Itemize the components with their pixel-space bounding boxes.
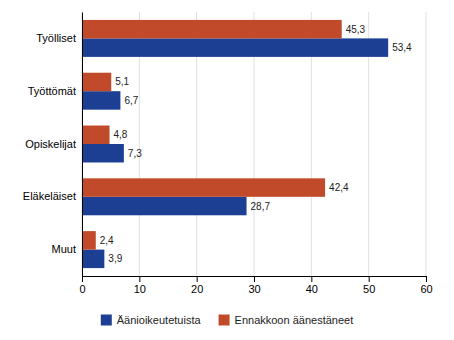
data-label: 42,4 (329, 182, 349, 193)
bar (82, 178, 325, 196)
x-tick-label: 10 (134, 283, 146, 295)
y-tick: Eläkeläiset (23, 190, 76, 202)
x-tick-label: 30 (248, 283, 260, 295)
bar (82, 144, 124, 162)
x-axis: 0 10 20 30 40 50 60 (79, 276, 432, 295)
x-tick: 0 (79, 276, 85, 295)
data-label: 6,7 (124, 95, 138, 106)
y-tick: Muut (52, 243, 76, 255)
x-axis-line (83, 277, 427, 283)
bar (82, 231, 96, 249)
x-tick: 30 (248, 276, 260, 295)
data-label: 4,8 (114, 129, 128, 140)
data-labels: 53,4 6,7 7,3 28,7 3,9 45,3 5,1 4,8 42,4 2,4 (100, 24, 412, 265)
chart-container: 53,4 6,7 7,3 28,7 3,9 45,3 5,1 4,8 42,4 2,4 0 10 20 3… (0, 0, 454, 340)
bar (82, 38, 388, 56)
plot: 53,4 6,7 7,3 28,7 3,9 45,3 5,1 4,8 42,4 2,4 0 10 20 3… (23, 12, 433, 295)
bars (82, 20, 388, 268)
legend-swatch (101, 315, 112, 326)
data-label: 28,7 (251, 201, 271, 212)
x-tick: 10 (134, 276, 146, 295)
bar (82, 250, 104, 268)
legend-item: Äänioikeutetuista (101, 314, 202, 326)
x-tick-mark (369, 276, 370, 282)
x-tick-mark (254, 276, 255, 282)
y-tick-label: Eläkeläiset (23, 190, 76, 202)
x-tick-label: 50 (363, 283, 375, 295)
x-tick-label: 60 (420, 283, 432, 295)
data-label: 7,3 (128, 148, 142, 159)
x-tick: 50 (363, 276, 375, 295)
x-tick-label: 0 (79, 283, 85, 295)
grid (82, 12, 426, 276)
x-tick: 40 (306, 276, 318, 295)
data-label: 2,4 (100, 235, 114, 246)
bar (82, 91, 120, 109)
bar (82, 126, 110, 144)
x-tick-mark (82, 276, 83, 282)
x-tick-label: 20 (191, 283, 203, 295)
data-label: 53,4 (392, 42, 412, 53)
x-tick-mark (426, 276, 427, 282)
legend-swatch (219, 315, 230, 326)
legend-item: Ennakkoon äänestäneet (219, 314, 354, 326)
y-tick: Työttömät (28, 85, 76, 97)
x-tick: 60 (420, 276, 432, 295)
y-tick: Työlliset (36, 32, 76, 44)
y-tick-label: Työlliset (36, 32, 76, 44)
legend-label: Äänioikeutetuista (117, 314, 202, 326)
bar (82, 197, 247, 215)
x-tick-mark (311, 276, 312, 282)
x-tick-label: 40 (306, 283, 318, 295)
y-axis: Työlliset Työttömät Opiskelijat Eläkeläiset… (23, 13, 83, 277)
x-tick-mark (197, 276, 198, 282)
bar (82, 73, 111, 91)
legend: Äänioikeutetuista Ennakkoon äänestäneet (101, 314, 353, 326)
data-label: 5,1 (115, 76, 129, 87)
bar (82, 20, 342, 38)
y-tick-label: Työttömät (28, 85, 76, 97)
y-axis-line (82, 13, 83, 277)
x-tick: 20 (191, 276, 203, 295)
data-label: 3,9 (108, 253, 122, 264)
grid-line (426, 12, 427, 276)
x-tick-mark (139, 276, 140, 282)
data-label: 45,3 (346, 24, 366, 35)
chart: 53,4 6,7 7,3 28,7 3,9 45,3 5,1 4,8 42,4 2,4 0 10 20 3… (0, 0, 454, 340)
y-tick-label: Opiskelijat (25, 138, 76, 150)
y-tick: Opiskelijat (25, 138, 76, 150)
legend-label: Ennakkoon äänestäneet (235, 314, 354, 326)
y-tick-label: Muut (52, 243, 76, 255)
grid-line (82, 12, 83, 276)
